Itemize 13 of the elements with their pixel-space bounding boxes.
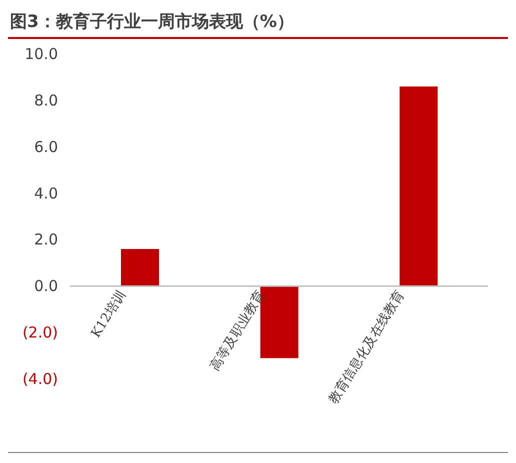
- y-tick-label: 2.0: [34, 230, 58, 249]
- y-tick-label: 8.0: [34, 91, 58, 110]
- x-tick-label: 高等及职业教育: [206, 288, 268, 374]
- y-tick-label: 4.0: [34, 184, 58, 202]
- y-tick-label: 10.0: [24, 45, 58, 63]
- y-tick-label: (4.0): [22, 370, 58, 388]
- y-tick-label: (2.0): [22, 324, 58, 342]
- y-tick-label: 6.0: [34, 138, 58, 156]
- y-tick-label: 0.0: [34, 277, 58, 296]
- bar: [121, 249, 159, 286]
- bar: [400, 86, 438, 286]
- x-tick-label: 教育信息化及在线教育: [325, 288, 408, 407]
- chart-title: 图3：教育子行业一周市场表现（%）: [8, 8, 508, 39]
